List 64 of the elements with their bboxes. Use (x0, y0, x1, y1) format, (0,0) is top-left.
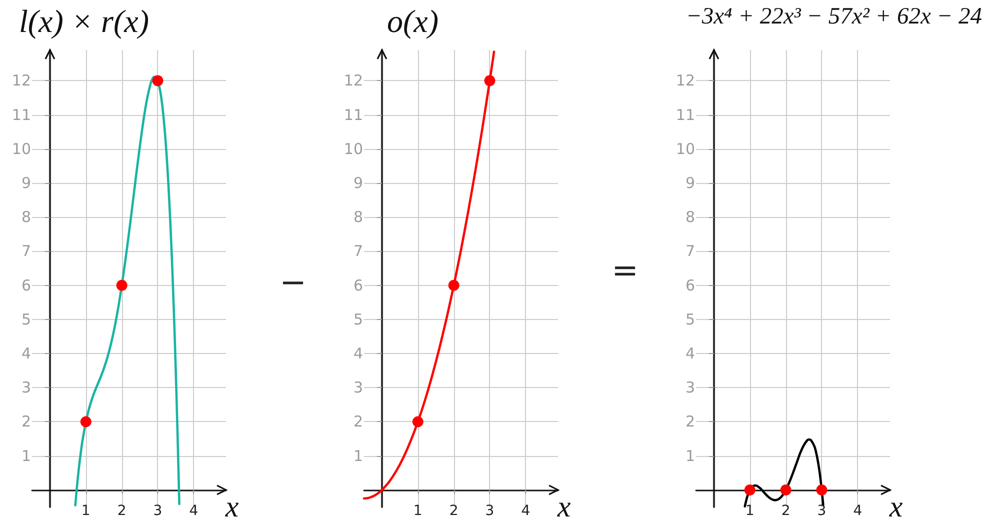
y-tick-label: 12 (676, 72, 695, 90)
y-tick-label: 7 (353, 242, 363, 260)
y-tick-label: 6 (21, 276, 31, 294)
y-tick-label: 10 (12, 140, 31, 158)
x-tick-label: 3 (485, 503, 494, 519)
y-tick-label: 5 (685, 310, 695, 328)
y-tick-label: 2 (685, 412, 695, 431)
y-tick-label: 10 (344, 140, 363, 158)
chart-title: −3x⁴ + 22x³ − 57x² + 62x − 24 (686, 4, 982, 30)
line-series (74, 76, 180, 506)
y-tick-label: 3 (353, 378, 363, 397)
y-tick-label: 1 (353, 446, 363, 465)
x-tick-label: 1 (81, 503, 90, 519)
x-tick-label: 1 (745, 503, 754, 519)
text: = (610, 251, 640, 289)
y-tick-label: 10 (676, 140, 695, 158)
y-tick-label: 9 (685, 174, 695, 192)
x-tick-label: 2 (781, 503, 790, 519)
chart-title: o(x) (387, 3, 439, 39)
y-tick-label: 12 (344, 72, 363, 90)
x-axis-title: x (556, 490, 572, 519)
y-tick-label: 6 (685, 276, 695, 294)
line-series (362, 50, 496, 500)
y-tick-label: 3 (21, 378, 31, 397)
y-tick-label: 9 (21, 174, 31, 192)
point (80, 416, 92, 428)
point (116, 280, 128, 291)
x-tick-label: 2 (449, 503, 458, 519)
point (412, 416, 424, 428)
y-tick-label: 11 (676, 106, 695, 124)
y-tick-label: 11 (344, 106, 363, 124)
text: − (278, 263, 308, 301)
x-tick-label: 3 (817, 503, 826, 519)
y-tick-label: 7 (685, 242, 695, 260)
y-tick-label: 2 (353, 412, 363, 431)
y-tick-label: 4 (353, 344, 363, 363)
x-tick-label: 2 (117, 503, 126, 519)
y-tick-label: 3 (685, 378, 695, 397)
y-tick-label: 7 (21, 242, 31, 260)
y-tick-label: 5 (21, 310, 31, 328)
point (448, 280, 460, 291)
y-tick-label: 2 (21, 412, 31, 431)
chart-title: l(x) × r(x) (19, 3, 149, 39)
point (484, 75, 496, 86)
point (152, 75, 164, 86)
x-axis-title: x (224, 490, 240, 519)
y-tick-label: 8 (685, 208, 695, 226)
y-tick-label: 1 (685, 446, 695, 465)
x-tick-label: 3 (153, 503, 162, 519)
y-tick-label: 4 (685, 344, 695, 363)
x-axis-title: x (888, 490, 904, 519)
y-tick-label: 5 (353, 310, 363, 328)
y-tick-label: 8 (21, 208, 31, 226)
y-tick-label: 9 (353, 174, 363, 192)
y-tick-label: 1 (21, 446, 31, 465)
y-tick-label: 4 (21, 344, 31, 363)
y-tick-label: 6 (353, 276, 363, 294)
x-tick-label: 4 (189, 503, 198, 519)
x-tick-label: 4 (521, 503, 530, 519)
x-tick-label: 1 (413, 503, 422, 519)
y-tick-label: 8 (353, 208, 363, 226)
y-tick-label: 12 (12, 72, 31, 90)
x-tick-label: 4 (853, 503, 862, 519)
y-tick-label: 11 (12, 106, 31, 124)
